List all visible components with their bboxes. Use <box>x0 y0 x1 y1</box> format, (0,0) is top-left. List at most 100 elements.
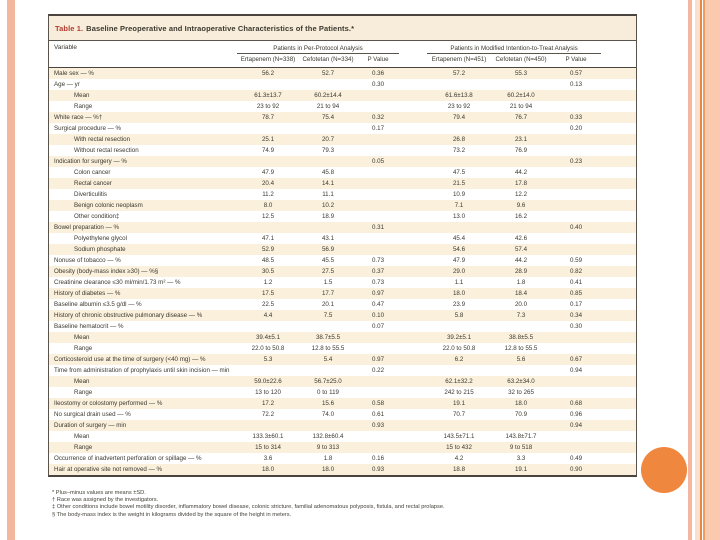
value-cell: 0.47 <box>371 300 385 308</box>
value-cell <box>551 134 601 145</box>
value-cell: 72.2 <box>261 410 275 418</box>
value-cell: 7.1 <box>454 201 464 209</box>
filler-cell <box>601 277 636 288</box>
value-cell: 18.9 <box>321 212 335 220</box>
value-cell: 9 to 518 <box>509 443 533 451</box>
row-label-cell: Duration of surgery — min <box>54 421 127 429</box>
value-cell <box>551 167 601 178</box>
filler-cell <box>601 409 636 420</box>
row-label-cell: Mean <box>74 432 90 440</box>
value-cell <box>551 442 601 453</box>
value-cell: 29.0 <box>452 267 466 275</box>
value-cell: 143.8±71.7 <box>505 432 537 440</box>
gap-cell <box>399 178 427 189</box>
table-title: Table 1. Baseline Preoperative and Intra… <box>49 16 636 41</box>
row-label-cell: Range <box>74 102 93 110</box>
filler-cell <box>601 453 636 464</box>
value-cell: 4.2 <box>454 454 464 462</box>
filler-cell <box>601 266 636 277</box>
value-cell: 57.4 <box>514 245 528 253</box>
value-cell <box>299 79 357 90</box>
value-cell: 0.31 <box>371 223 385 231</box>
gap-cell <box>399 189 427 200</box>
value-cell <box>491 123 551 134</box>
row-label-cell: Surgical procedure — % <box>54 124 122 132</box>
filler-cell <box>601 200 636 211</box>
table-row: Diverticulitis 11.2 11.1 10.9 12.2 <box>49 189 636 200</box>
row-label-cell: With rectal resection <box>74 135 131 143</box>
value-cell: 12.8 to 55.5 <box>311 344 345 352</box>
value-cell: 0.61 <box>371 410 385 418</box>
value-cell: 39.4±5.1 <box>255 333 281 341</box>
row-label-cell: Baseline hematocrit — % <box>54 322 124 330</box>
value-cell: 23 to 92 <box>447 102 471 110</box>
value-cell: 20.4 <box>261 179 275 187</box>
gap-cell <box>399 365 427 376</box>
right-edge-stripe-pale <box>695 0 700 540</box>
value-cell: 73.2 <box>452 146 466 154</box>
value-cell <box>357 244 399 255</box>
value-cell: 19.1 <box>452 399 466 407</box>
value-cell: 9 to 313 <box>316 443 340 451</box>
table-row: Other condition‡ 12.5 18.9 13.0 16.2 <box>49 211 636 222</box>
table-row: Baseline albumin ≤3.5 g/dl — % 22.5 20.1 0.… <box>49 299 636 310</box>
value-cell: 60.2±14.4 <box>314 91 342 99</box>
row-label-cell: Mean <box>74 333 90 341</box>
row-label-cell: Corticosteroid use at the time of surger… <box>54 355 206 363</box>
value-cell <box>299 321 357 332</box>
value-cell <box>357 167 399 178</box>
filler-cell <box>601 431 636 442</box>
value-cell: 242 to 215 <box>444 388 474 396</box>
value-cell <box>491 321 551 332</box>
value-cell: 143.5±71.1 <box>443 432 475 440</box>
filler-cell <box>601 101 636 112</box>
value-cell: 0.30 <box>569 322 583 330</box>
value-cell: 0.13 <box>569 80 583 88</box>
value-cell <box>551 200 601 211</box>
value-cell: 74.0 <box>321 410 335 418</box>
value-cell: 22.0 to 50.8 <box>251 344 285 352</box>
value-cell: 61.3±13.7 <box>254 91 282 99</box>
gap-cell <box>399 255 427 266</box>
value-cell: 79.3 <box>321 146 335 154</box>
gap-cell <box>399 67 427 79</box>
table-row: With rectal resection 25.1 20.7 26.8 23.1 <box>49 133 637 145</box>
value-cell <box>357 211 399 222</box>
value-cell: 1.5 <box>323 278 333 286</box>
value-cell: 0.97 <box>371 355 385 363</box>
gap-cell <box>399 123 427 134</box>
value-cell: 5.8 <box>454 311 464 319</box>
value-cell: 0.57 <box>569 69 583 77</box>
value-cell: 56.7±25.0 <box>314 377 342 385</box>
row-label-cell: Polyethylene glycol <box>74 234 127 242</box>
value-cell: 54.6 <box>452 245 466 253</box>
value-cell <box>491 79 551 90</box>
value-cell <box>357 90 399 101</box>
value-cell: 0.94 <box>569 366 583 374</box>
table-title-text: Baseline Preoperative and Intraoperative… <box>86 23 355 33</box>
row-label-cell: Diverticulitis <box>74 190 108 198</box>
table-row: Duration of surgery — min 0.93 0.94 <box>49 419 637 431</box>
gap-cell <box>399 376 427 387</box>
left-edge-stripe <box>7 0 15 540</box>
value-cell: 52.7 <box>321 69 335 77</box>
value-cell <box>551 145 601 156</box>
table-row: Obesity (body-mass index ≥30) — %§ 30.5 27… <box>49 265 637 277</box>
gap-cell <box>399 200 427 211</box>
value-cell: 21.5 <box>452 179 466 187</box>
value-cell: 56.9 <box>321 245 335 253</box>
characteristics-table: Variable Patients in Per-Protocol Analys… <box>49 41 637 475</box>
value-cell: 0.34 <box>569 311 583 319</box>
value-cell: 0.17 <box>569 300 583 308</box>
value-cell <box>357 387 399 398</box>
value-cell: 21 to 94 <box>316 102 340 110</box>
value-cell <box>491 222 551 233</box>
value-cell <box>491 365 551 376</box>
value-cell <box>299 156 357 167</box>
row-label-cell: Rectal cancer <box>74 179 112 187</box>
right-edge-band <box>705 0 720 540</box>
value-cell: 133.3±60.1 <box>252 432 284 440</box>
value-cell: 18.0 <box>514 399 528 407</box>
value-cell <box>299 365 357 376</box>
gap-cell <box>399 431 427 442</box>
